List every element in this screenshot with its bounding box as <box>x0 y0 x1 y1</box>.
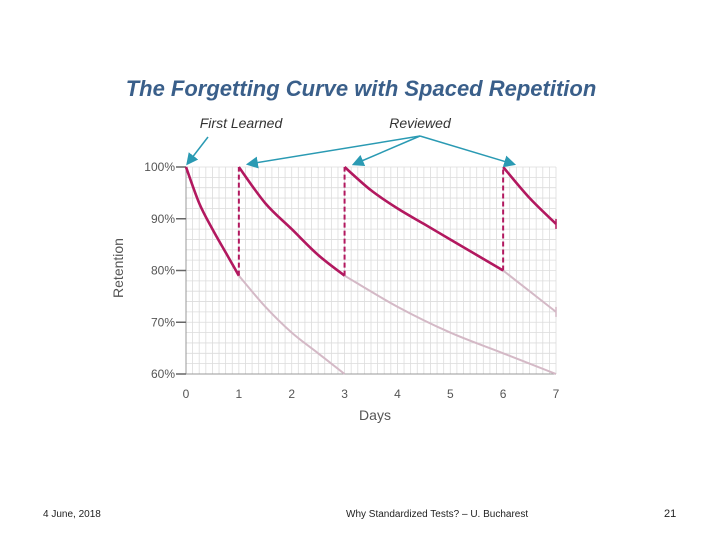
arrow-first-learned <box>186 136 209 166</box>
x-tick-label: 5 <box>447 387 454 401</box>
chart-title: The Forgetting Curve with Spaced Repetit… <box>126 76 597 101</box>
faded-forgetting-curve <box>238 275 346 375</box>
annotation-reviewed: Reviewed <box>389 115 452 131</box>
y-tick-label: 100% <box>144 160 175 174</box>
faded-forgetting-curve <box>502 269 557 313</box>
faded-forgetting-curve <box>344 274 557 375</box>
x-tick-label: 1 <box>236 387 243 401</box>
arrow-reviewed <box>419 135 517 168</box>
retention-curve-segment <box>343 166 504 272</box>
footer-date: 4 June, 2018 <box>43 509 101 520</box>
y-tick-label: 70% <box>151 315 175 329</box>
x-tick-label: 7 <box>553 387 560 401</box>
retention-curve-segment <box>237 166 346 277</box>
x-tick-label: 2 <box>288 387 295 401</box>
y-tick-label: 60% <box>151 367 175 381</box>
footer-title: Why Standardized Tests? – U. Bucharest <box>346 509 529 520</box>
y-tick-label: 80% <box>151 264 175 278</box>
arrow-reviewed <box>245 135 421 169</box>
arrow-reviewed <box>351 135 421 166</box>
x-axis-label: Days <box>359 407 391 423</box>
retention-curve-segment <box>184 166 240 277</box>
x-tick-label: 4 <box>394 387 401 401</box>
x-tick-label: 0 <box>183 387 190 401</box>
retention-curve-segment <box>502 166 557 225</box>
x-tick-label: 6 <box>500 387 507 401</box>
page-number: 21 <box>664 508 677 520</box>
x-tick-label: 3 <box>341 387 348 401</box>
annotation-first-learned: First Learned <box>200 115 284 131</box>
y-tick-label: 90% <box>151 212 175 226</box>
y-axis-label: Retention <box>110 238 126 298</box>
